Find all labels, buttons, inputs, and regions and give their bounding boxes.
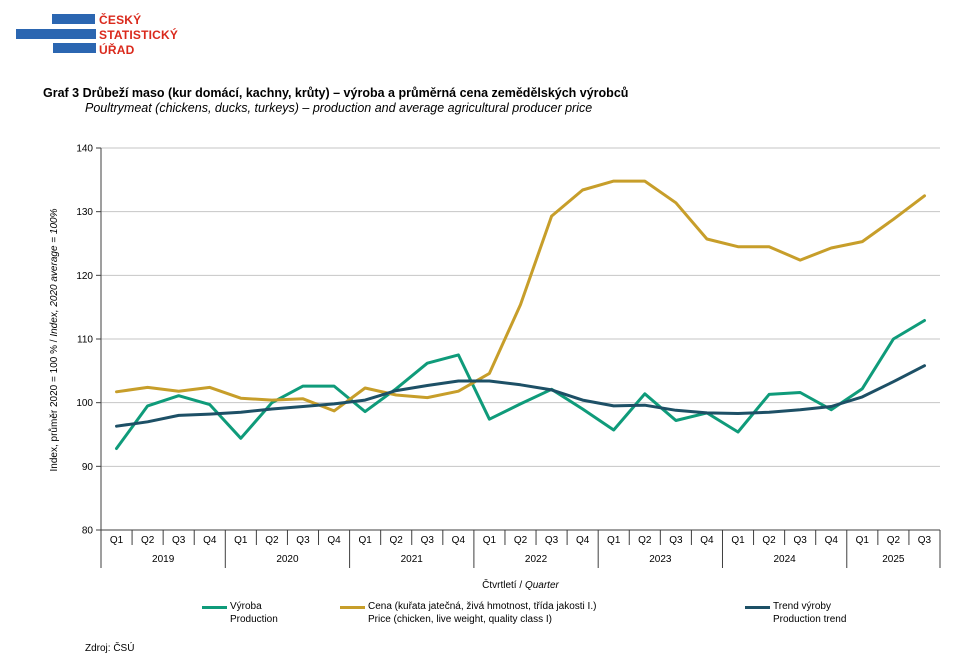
legend-item-trend: Trend výroby Production trend [745, 601, 846, 626]
logo-bar-middle [16, 28, 96, 39]
source-note: Zdroj: ČSÚ [85, 643, 135, 654]
x-quarter-label: Q1 [607, 535, 621, 546]
chart-title-block: Graf 3 Drůbeží maso (kur domácí, kachny,… [43, 86, 628, 116]
x-quarter-label: Q2 [390, 535, 404, 546]
legend-label-price-cz: Cena (kuřata jatečná, živá hmotnost, tří… [368, 601, 597, 612]
x-quarter-label: Q4 [452, 535, 466, 546]
logo-bar-bottom [53, 43, 96, 53]
x-quarter-label: Q3 [421, 535, 435, 546]
logo-line-3: ÚŘAD [99, 42, 135, 57]
legend-label-production-en: Production [230, 613, 278, 625]
y-tick-label: 140 [76, 144, 93, 155]
legend-label-trend: Trend výroby Production trend [773, 601, 846, 626]
y-tick-label: 80 [82, 526, 94, 537]
x-year-label: 2021 [401, 554, 424, 565]
y-tick-label: 90 [82, 462, 94, 473]
legend-label-production-cz: Výroba [230, 601, 262, 612]
line-chart: 80 90 100 110 120 130 140 Q1 Q2 Q3 Q4 2019 Q1 Q2 Q3 Q4 2… [48, 144, 941, 591]
x-quarter-label: Q1 [856, 535, 870, 546]
series-line-1 [115, 179, 926, 413]
x-quarter-label: Q4 [825, 535, 839, 546]
x-quarter-label: Q3 [918, 535, 932, 546]
legend-label-production: Výroba Production [230, 601, 278, 626]
x-quarter-label: Q4 [327, 535, 341, 546]
y-tick-label: 100 [76, 398, 93, 409]
x-quarter-label: Q2 [762, 535, 776, 546]
logo-line-1: ČESKÝ [99, 13, 142, 27]
x-quarter-label: Q4 [203, 535, 217, 546]
x-quarter-label: Q3 [793, 535, 807, 546]
y-axis-title: Index, průměr 2020 = 100 % / Index, 2020… [48, 208, 60, 471]
series-line-2 [115, 364, 926, 428]
legend-item-price: Cena (kuřata jatečná, živá hmotnost, tří… [340, 601, 596, 626]
logo-wordmark: ČESKÝ STATISTICKÝ ÚŘAD [99, 13, 178, 58]
y-tick-label: 130 [76, 207, 93, 218]
legend-label-trend-en: Production trend [773, 613, 847, 625]
legend-label-price-en: Price (chicken, live weight, quality cla… [368, 613, 552, 625]
x-quarter-label: Q2 [638, 535, 652, 546]
x-quarter-label: Q4 [576, 535, 590, 546]
x-axis-title: Čtvrtletí / Quarter [482, 578, 559, 591]
x-year-label: 2020 [276, 554, 299, 565]
x-quarter-label: Q4 [700, 535, 714, 546]
x-quarter-label: Q2 [514, 535, 528, 546]
legend-item-production: Výroba Production [202, 601, 278, 626]
x-quarter-label: Q3 [296, 535, 310, 546]
x-year-label: 2023 [649, 554, 672, 565]
x-quarter-label: Q2 [141, 535, 155, 546]
chart-title: Graf 3 Drůbeží maso (kur domácí, kachny,… [43, 86, 629, 100]
x-quarter-label: Q1 [234, 535, 248, 546]
x-quarter-label: Q1 [110, 535, 124, 546]
x-quarter-label: Q3 [545, 535, 559, 546]
y-tick-label: 120 [76, 271, 93, 282]
x-quarter-label: Q1 [731, 535, 745, 546]
series-line-0 [115, 319, 926, 450]
x-year-label: 2022 [525, 554, 548, 565]
x-quarter-label: Q3 [172, 535, 186, 546]
x-year-label: 2019 [152, 554, 175, 565]
x-quarter-label: Q1 [358, 535, 372, 546]
x-quarter-label: Q2 [265, 535, 279, 546]
x-quarter-label: Q3 [669, 535, 683, 546]
chart-subtitle: Poultrymeat (chickens, ducks, turkeys) –… [85, 101, 593, 115]
legend-swatch-price [340, 605, 365, 609]
legend-label-trend-cz: Trend výroby [773, 601, 831, 612]
x-year-label: 2025 [882, 554, 905, 565]
y-tick-label: 110 [77, 335, 93, 346]
legend-swatch-trend [745, 605, 770, 609]
legend-swatch-production [202, 605, 227, 609]
logo-line-2: STATISTICKÝ [99, 27, 179, 42]
x-year-label: 2024 [774, 554, 797, 565]
x-quarter-label: Q2 [887, 535, 901, 546]
logo-bar-top [52, 14, 95, 24]
legend-label-price: Cena (kuřata jatečná, živá hmotnost, tří… [368, 601, 596, 626]
x-quarter-label: Q1 [483, 535, 497, 546]
